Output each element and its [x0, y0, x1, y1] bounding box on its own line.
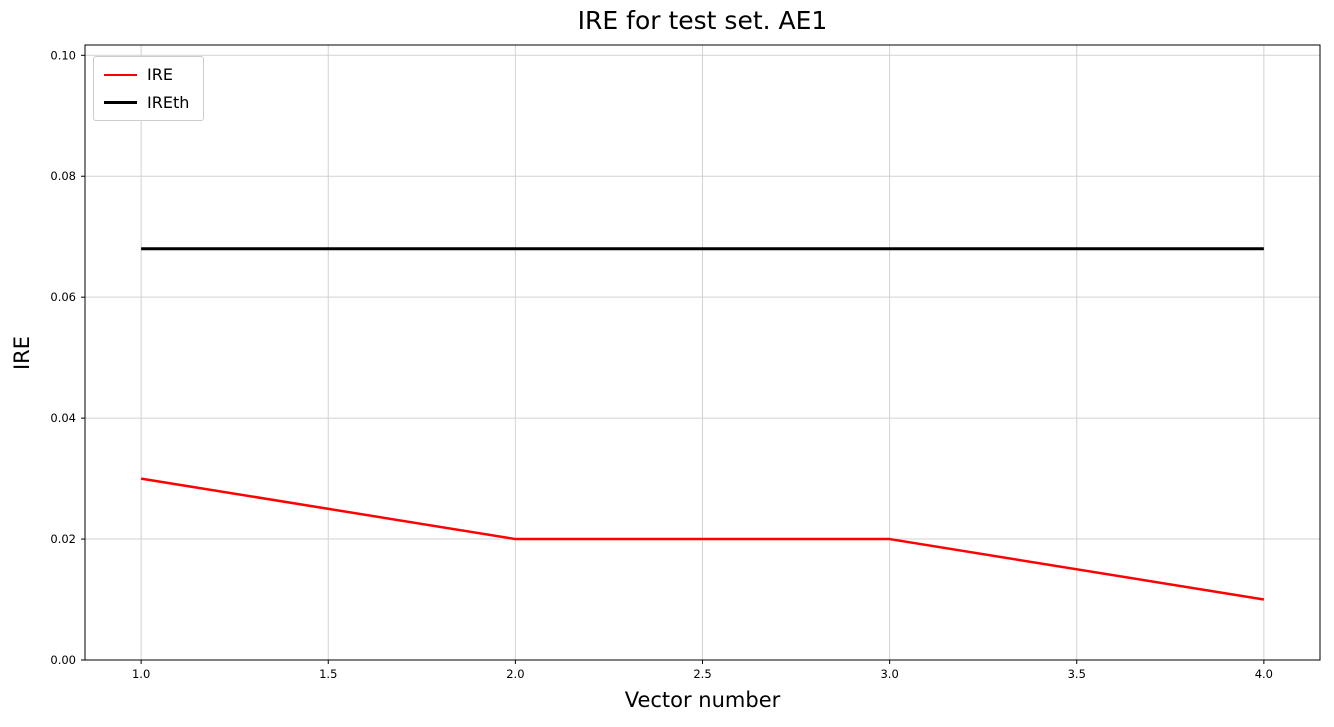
legend-label: IREth [147, 92, 190, 112]
x-tick-label: 3.5 [1068, 667, 1086, 681]
legend-line-swatch-ireth [104, 100, 137, 104]
legend-entry: IRE [104, 66, 189, 84]
y-tick-label: 0.00 [50, 653, 76, 667]
y-tick-label: 0.10 [50, 48, 76, 62]
legend-line-swatch-ire [104, 73, 137, 77]
x-tick-label: 2.5 [693, 667, 711, 681]
legend: IRE IREth [93, 56, 205, 122]
y-tick-label: 0.04 [50, 411, 76, 425]
legend-entry: IREth [104, 92, 190, 112]
legend-label: IRE [147, 65, 173, 84]
y-tick-label: 0.02 [50, 532, 76, 546]
y-tick-label: 0.08 [50, 169, 76, 183]
x-tick-label: 2.0 [506, 667, 524, 681]
x-tick-label: 4.0 [1255, 667, 1273, 681]
chart-title: IRE for test set. AE1 [577, 6, 828, 35]
y-tick-label: 0.06 [50, 290, 76, 304]
x-tick-label: 1.5 [319, 667, 337, 681]
x-tick-label: 3.0 [880, 667, 898, 681]
x-tick-label: 1.0 [132, 667, 150, 681]
x-axis-label: Vector number [624, 688, 781, 712]
